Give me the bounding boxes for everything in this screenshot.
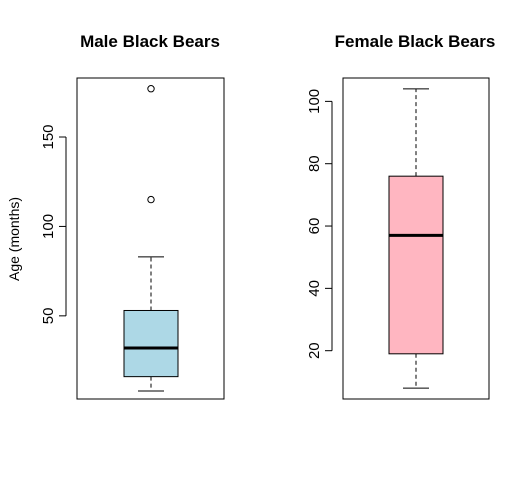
- y-tick-label: 20: [306, 342, 323, 359]
- y-tick-label: 80: [306, 155, 323, 172]
- marks-female: [388, 88, 444, 389]
- panel-female: Female Black Bears 20 40 60 80 100: [306, 32, 496, 400]
- y-tick-label: 150: [40, 124, 57, 149]
- outlier-point: [147, 195, 155, 204]
- outlier-point: [147, 85, 155, 93]
- panel-male: Male Black Bears Age (months) 50 100 150: [6, 32, 225, 400]
- y-tick-label: 100: [40, 214, 57, 239]
- y-axis-female: 20 40 60 80 100: [306, 89, 333, 359]
- y-tick-label: 50: [40, 308, 57, 325]
- plot-frame-female: [342, 77, 490, 400]
- chart-title-male: Male Black Bears: [80, 32, 220, 51]
- iqr-box: [123, 309, 179, 378]
- y-axis-male: 50 100 150: [40, 124, 67, 325]
- iqr-box: [388, 175, 444, 355]
- y-axis-label: Age (months): [6, 197, 22, 281]
- y-tick-label: 100: [306, 89, 323, 114]
- plot-frame-male: [76, 77, 225, 400]
- marks-male: [123, 85, 179, 392]
- y-tick-label: 40: [306, 280, 323, 297]
- y-tick-label: 60: [306, 218, 323, 235]
- chart-title-female: Female Black Bears: [335, 32, 496, 51]
